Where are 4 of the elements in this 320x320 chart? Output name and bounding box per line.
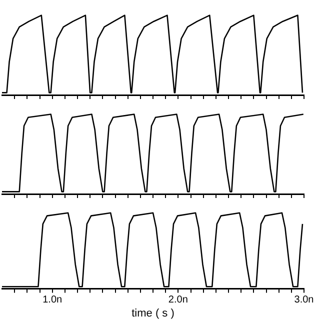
x-tick-label: 2.0n (168, 294, 188, 306)
x-tick-label: 3.0n (294, 294, 314, 306)
x-axis-title: time ( s ) (132, 307, 174, 320)
x-tick-label: 1.0n (42, 294, 62, 306)
